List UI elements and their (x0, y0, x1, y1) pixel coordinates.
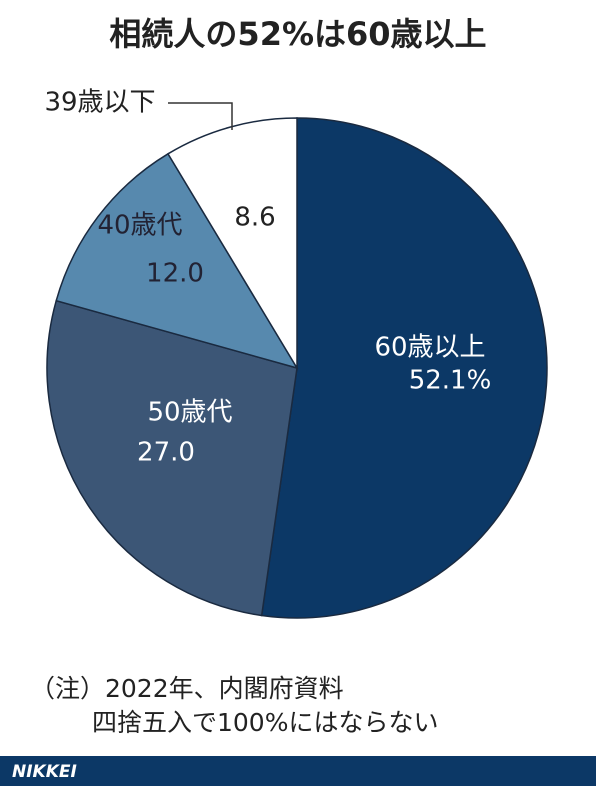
leader-line (168, 102, 233, 130)
value-label: 12.0 (146, 259, 204, 289)
category-label: 40歳代 (97, 211, 182, 241)
note: 四捨五入で100%にはならない (92, 708, 438, 737)
source: NIKKEI (12, 762, 77, 782)
pie (46, 117, 548, 619)
category-label: 39歳以下 (44, 88, 155, 118)
value-label: 8.6 (234, 203, 275, 233)
value-label: 27.0 (137, 438, 195, 468)
pie-slice (55, 152, 299, 370)
category-label: 50歳代 (147, 398, 232, 428)
pie-slice (260, 117, 548, 619)
chart-title: 相続人の52%は60歳以上 (109, 15, 486, 53)
pie-slice (46, 299, 298, 617)
note: （注）2022年、内閣府資料 (30, 674, 344, 703)
category-label: 60歳以上 (374, 333, 485, 363)
value-label: 52.1% (409, 366, 492, 396)
footer-bar (0, 756, 596, 786)
pie-slice (167, 117, 298, 371)
